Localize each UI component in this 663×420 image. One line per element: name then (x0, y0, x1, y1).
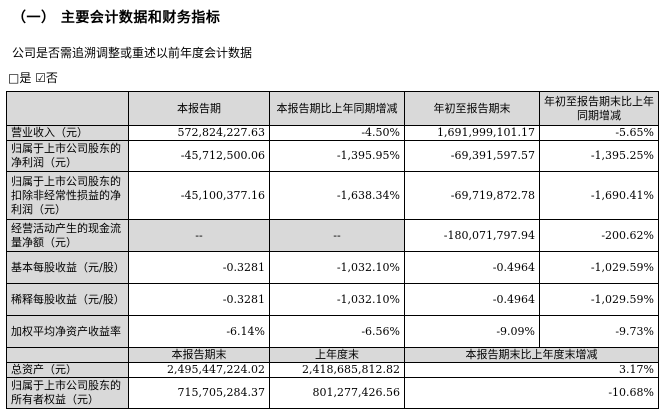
row-label: 归属于上市公司股东的所有者权益（元） (6, 377, 129, 409)
value-cell: -45,100,377.16 (128, 171, 270, 220)
value-cell: -69,719,872.78 (404, 171, 540, 220)
table-row: 归属于上市公司股东的净利润（元） -45,712,500.06 -1,395.9… (6, 140, 659, 172)
row-label: 经营活动产生的现金流量净额（元） (6, 219, 129, 252)
value-cell: -6.14% (128, 315, 270, 348)
table-row: 归属于上市公司股东的所有者权益（元） 715,705,284.37 801,27… (6, 377, 659, 409)
value-cell: 3.17% (404, 362, 659, 378)
value-cell: -1,032.10% (269, 251, 405, 284)
value-cell: -180,071,797.94 (404, 219, 540, 252)
table-row: 加权平均净资产收益率 -6.14% -6.56% -9.09% -9.73% (6, 315, 659, 348)
value-cell: 2,495,447,224.02 (128, 362, 270, 378)
table-row: 归属于上市公司股东的扣除非经常性损益的净利润（元） -45,100,377.16… (6, 171, 659, 220)
row-label: 基本每股收益（元/股） (6, 251, 129, 284)
value-cell: 801,277,426.56 (269, 377, 405, 409)
value-cell: -0.4964 (404, 283, 540, 316)
value-cell: 2,418,685,812.82 (269, 362, 405, 378)
table-row: 营业收入（元） 572,824,227.63 -4.50% 1,691,999,… (6, 125, 659, 141)
header-cell: 本报告期 (128, 91, 270, 126)
value-cell: -0.3281 (128, 283, 270, 316)
value-cell: -9.09% (404, 315, 540, 348)
restatement-answer: □是 ☑否 (8, 71, 58, 85)
row-label: 总资产（元） (6, 362, 129, 378)
value-cell: -1,638.34% (269, 171, 405, 220)
header-cell: 年初至报告期末比上年同期增减 (539, 91, 659, 126)
value-cell: -45,712,500.06 (128, 140, 270, 172)
row-label: 稀释每股收益（元/股） (6, 283, 129, 316)
value-cell: -1,029.59% (539, 283, 659, 316)
header-cell: 年初至报告期末 (404, 91, 540, 126)
header-cell: 本报告期末比上年度末增减 (404, 347, 659, 363)
header-cell (6, 347, 129, 363)
value-cell: -1,029.59% (539, 251, 659, 284)
value-cell: -- (269, 219, 405, 252)
row-label: 归属于上市公司股东的扣除非经常性损益的净利润（元） (6, 171, 129, 220)
table-row: 稀释每股收益（元/股） -0.3281 -1,032.10% -0.4964 -… (6, 283, 659, 316)
row-label: 归属于上市公司股东的净利润（元） (6, 140, 129, 172)
value-cell: 1,691,999,101.17 (404, 125, 540, 141)
header-cell: 本报告期末 (128, 347, 270, 363)
financial-data-table: 本报告期 本报告期比上年同期增减 年初至报告期末 年初至报告期末比上年同期增减 … (6, 91, 659, 409)
table-row: 总资产（元） 2,495,447,224.02 2,418,685,812.82… (6, 362, 659, 378)
value-cell: -1,032.10% (269, 283, 405, 316)
value-cell: -- (128, 219, 270, 252)
value-cell: -9.73% (539, 315, 659, 348)
value-cell: 572,824,227.63 (128, 125, 270, 141)
table-row: 经营活动产生的现金流量净额（元） -- -- -180,071,797.94 -… (6, 219, 659, 252)
table-header-row: 本报告期 本报告期比上年同期增减 年初至报告期末 年初至报告期末比上年同期增减 (6, 91, 659, 126)
value-cell: -1,395.25% (539, 140, 659, 172)
row-label: 加权平均净资产收益率 (6, 315, 129, 348)
value-cell: 715,705,284.37 (128, 377, 270, 409)
value-cell: -10.68% (404, 377, 659, 409)
header-cell: 上年度末 (269, 347, 405, 363)
value-cell: -1,395.95% (269, 140, 405, 172)
value-cell: -69,391,597.57 (404, 140, 540, 172)
header-cell: 本报告期比上年同期增减 (269, 91, 405, 126)
value-cell: -200.62% (539, 219, 659, 252)
table-header-row: 本报告期末 上年度末 本报告期末比上年度末增减 (6, 347, 659, 363)
value-cell: -0.3281 (128, 251, 270, 284)
restatement-question: 公司是否需追溯调整或重述以前年度会计数据 (12, 46, 253, 60)
value-cell: -5.65% (539, 125, 659, 141)
value-cell: -0.4964 (404, 251, 540, 284)
row-label: 营业收入（元） (6, 125, 129, 141)
table-row: 基本每股收益（元/股） -0.3281 -1,032.10% -0.4964 -… (6, 251, 659, 284)
value-cell: -6.56% (269, 315, 405, 348)
value-cell: -4.50% (269, 125, 405, 141)
value-cell: -1,690.41% (539, 171, 659, 220)
section-heading: （一） 主要会计数据和财务指标 (12, 10, 221, 26)
header-cell (6, 91, 129, 126)
